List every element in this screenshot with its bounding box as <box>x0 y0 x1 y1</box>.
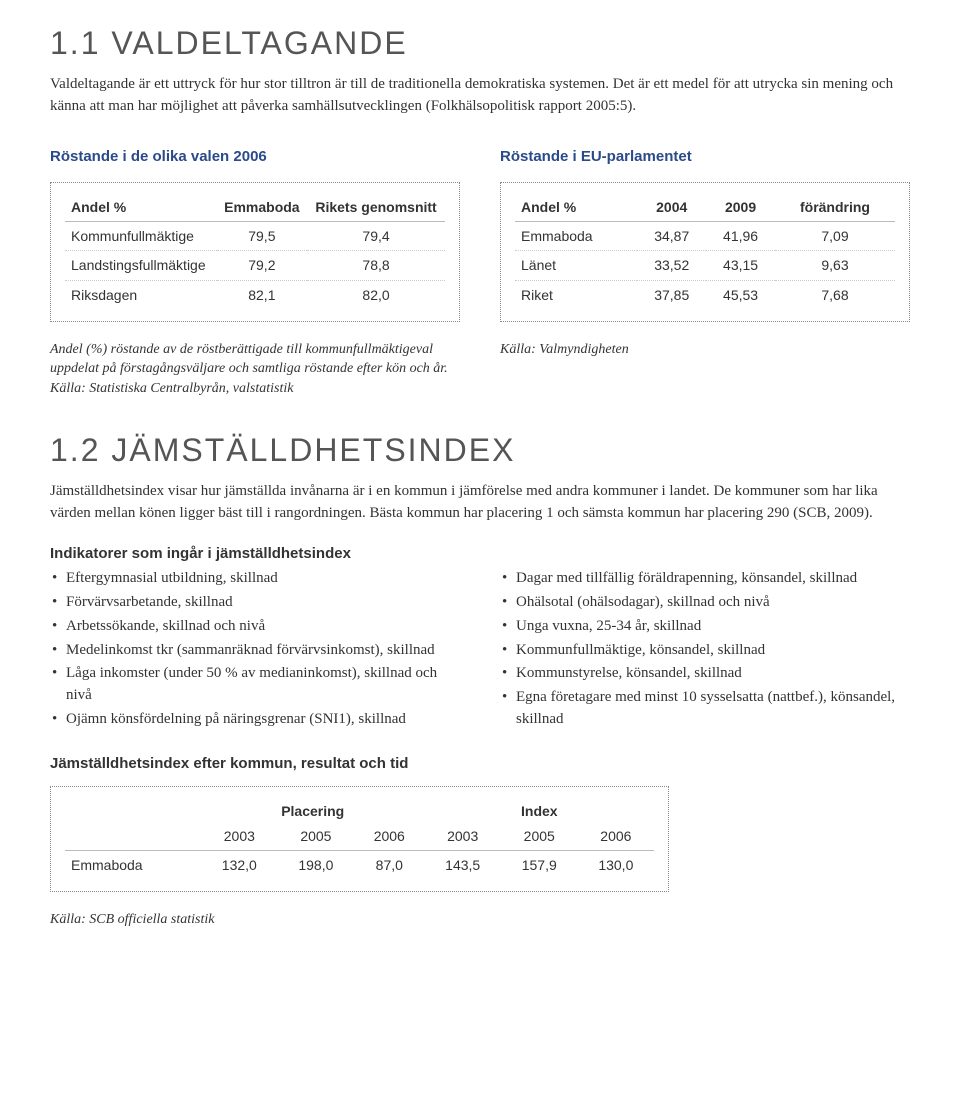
list-item: Eftergymnasial utbildning, skillnad <box>50 568 460 590</box>
table3-gh0 <box>65 797 201 821</box>
table2-h0: Andel % <box>515 193 637 222</box>
table1-h2: Rikets genomsnitt <box>307 193 445 222</box>
cell: 79,4 <box>307 221 445 250</box>
cell: Landstingsfullmäktige <box>65 251 217 280</box>
table3: Placering Index 2003 2005 2006 2003 2005… <box>65 797 654 879</box>
table3-yh1: 2003 <box>201 822 278 851</box>
table2-h2: 2009 <box>706 193 775 222</box>
list-item: Unga vuxna, 25-34 år, skillnad <box>500 616 910 638</box>
cell: 87,0 <box>354 850 424 879</box>
cell: 143,5 <box>424 850 501 879</box>
table3-gh1: Placering <box>201 797 424 821</box>
table3-box: Placering Index 2003 2005 2006 2003 2005… <box>50 786 669 892</box>
table-row: Riksdagen 82,1 82,0 <box>65 280 445 309</box>
list-item: Dagar med tillfällig föräldrapenning, kö… <box>500 568 910 590</box>
tables-row: Röstande i de olika valen 2006 Andel % E… <box>50 146 910 399</box>
table1: Andel % Emmaboda Rikets genomsnitt Kommu… <box>65 193 445 309</box>
section-2-heading: 1.2 JÄMSTÄLLDHETSINDEX <box>50 427 910 473</box>
table3-title: Jämställdhetsindex efter kommun, resulta… <box>50 753 910 775</box>
table3-caption: Källa: SCB officiella statistik <box>50 910 910 930</box>
indicators-left: Eftergymnasial utbildning, skillnad Förv… <box>50 568 460 732</box>
indicators-columns: Eftergymnasial utbildning, skillnad Förv… <box>50 568 910 732</box>
cell: 7,09 <box>775 221 895 250</box>
table2-h1: 2004 <box>637 193 706 222</box>
table-row: Kommunfullmäktige 79,5 79,4 <box>65 221 445 250</box>
table3-gh2: Index <box>424 797 654 821</box>
cell: 78,8 <box>307 251 445 280</box>
cell: 79,2 <box>217 251 307 280</box>
cell: Kommunfullmäktige <box>65 221 217 250</box>
list-item: Ojämn könsfördelning på näringsgrenar (S… <box>50 709 460 731</box>
table1-caption1: Andel (%) röstande av de röstberättigade… <box>50 340 460 379</box>
cell: 132,0 <box>201 850 278 879</box>
list-item: Ohälsotal (ohälsodagar), skillnad och ni… <box>500 592 910 614</box>
table1-h1: Emmaboda <box>217 193 307 222</box>
cell: 82,1 <box>217 280 307 309</box>
table1-box: Andel % Emmaboda Rikets genomsnitt Kommu… <box>50 182 460 322</box>
cell: Riksdagen <box>65 280 217 309</box>
table3-yh6: 2006 <box>578 822 655 851</box>
cell: 157,9 <box>501 850 578 879</box>
table1-caption2: Källa: Statistiska Centralbyrån, valstat… <box>50 379 460 399</box>
table3-yh2: 2005 <box>278 822 355 851</box>
cell: Emmaboda <box>65 850 201 879</box>
indicators-left-list: Eftergymnasial utbildning, skillnad Förv… <box>50 568 460 730</box>
table2-box: Andel % 2004 2009 förändring Emmaboda 34… <box>500 182 910 322</box>
list-item: Arbetssökande, skillnad och nivå <box>50 616 460 638</box>
section-2: 1.2 JÄMSTÄLLDHETSINDEX Jämställdhetsinde… <box>50 427 910 930</box>
list-item: Medelinkomst tkr (sammanräknad förvärvsi… <box>50 640 460 662</box>
table2-caption: Källa: Valmyndigheten <box>500 340 910 360</box>
list-item: Förvärvsarbetande, skillnad <box>50 592 460 614</box>
cell: 41,96 <box>706 221 775 250</box>
cell: 33,52 <box>637 251 706 280</box>
table2-title: Röstande i EU-parlamentet <box>500 146 910 168</box>
cell: Emmaboda <box>515 221 637 250</box>
table2-h3: förändring <box>775 193 895 222</box>
table-row: Landstingsfullmäktige 79,2 78,8 <box>65 251 445 280</box>
table3-yh3: 2006 <box>354 822 424 851</box>
table3-yh5: 2005 <box>501 822 578 851</box>
indicators-title: Indikatorer som ingår i jämställdhetsind… <box>50 543 910 565</box>
cell: 130,0 <box>578 850 655 879</box>
table3-yh4: 2003 <box>424 822 501 851</box>
right-column: Röstande i EU-parlamentet Andel % 2004 2… <box>500 146 910 399</box>
cell: 45,53 <box>706 280 775 309</box>
list-item: Kommunstyrelse, könsandel, skillnad <box>500 663 910 685</box>
table2: Andel % 2004 2009 förändring Emmaboda 34… <box>515 193 895 309</box>
table1-h0: Andel % <box>65 193 217 222</box>
section-1-heading: 1.1 VALDELTAGANDE <box>50 20 910 66</box>
table-row: Emmaboda 132,0 198,0 87,0 143,5 157,9 13… <box>65 850 654 879</box>
table-row: Emmaboda 34,87 41,96 7,09 <box>515 221 895 250</box>
cell: 37,85 <box>637 280 706 309</box>
left-column: Röstande i de olika valen 2006 Andel % E… <box>50 146 460 399</box>
cell: 79,5 <box>217 221 307 250</box>
table-row: Länet 33,52 43,15 9,63 <box>515 251 895 280</box>
indicators-right: Dagar med tillfällig föräldrapenning, kö… <box>500 568 910 732</box>
cell: 43,15 <box>706 251 775 280</box>
cell: 198,0 <box>278 850 355 879</box>
table-row: Riket 37,85 45,53 7,68 <box>515 280 895 309</box>
table1-title: Röstande i de olika valen 2006 <box>50 146 460 168</box>
indicators-right-list: Dagar med tillfällig föräldrapenning, kö… <box>500 568 910 730</box>
table3-yh0 <box>65 822 201 851</box>
cell: 9,63 <box>775 251 895 280</box>
cell: Riket <box>515 280 637 309</box>
list-item: Egna företagare med minst 10 sysselsatta… <box>500 687 910 731</box>
cell: 34,87 <box>637 221 706 250</box>
list-item: Kommunfullmäktige, könsandel, skillnad <box>500 640 910 662</box>
section-1-intro: Valdeltagande är ett uttryck för hur sto… <box>50 74 910 118</box>
section-2-intro: Jämställdhetsindex visar hur jämställda … <box>50 481 910 525</box>
list-item: Låga inkomster (under 50 % av medianinko… <box>50 663 460 707</box>
cell: 7,68 <box>775 280 895 309</box>
cell: 82,0 <box>307 280 445 309</box>
cell: Länet <box>515 251 637 280</box>
